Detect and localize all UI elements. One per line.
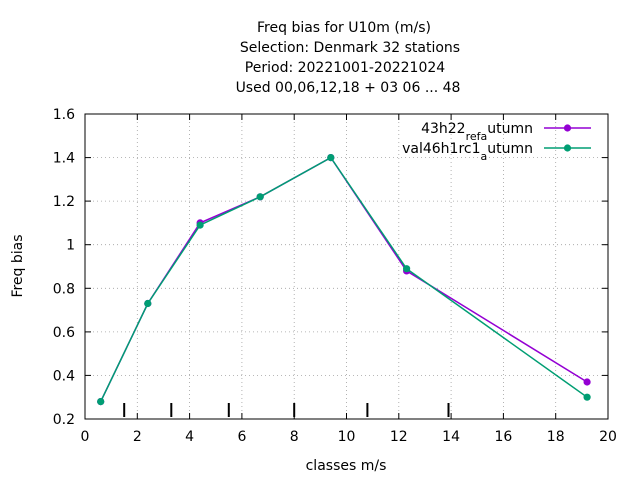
x-axis-ticks: 0 2 4 6 8 10 12 14 16 18 20: [81, 114, 617, 445]
x-tick-label: 14: [442, 429, 460, 445]
y-tick-label: 1.2: [53, 194, 75, 210]
grid: [85, 114, 608, 419]
x-tick-label: 2: [133, 429, 142, 445]
legend-marker: [563, 124, 572, 132]
chart-title: Freq bias for U10m (m/s) Selection: Denm…: [236, 20, 461, 96]
series-1: [97, 154, 591, 406]
y-tick-label: 0.4: [53, 368, 75, 384]
series-line: [100, 156, 588, 402]
data-point: [583, 393, 591, 401]
x-tick-label: 10: [338, 429, 356, 445]
title-line-4: Used 00,06,12,18 + 03 06 ... 48: [236, 80, 461, 96]
x-tick-label: 6: [237, 429, 246, 445]
data-point: [196, 221, 204, 229]
x-tick-label: 16: [494, 429, 512, 445]
y-tick-label: 0.8: [53, 281, 75, 297]
y-axis-label: Freq bias: [10, 234, 26, 297]
legend-entry-1: 43h22refautumn: [421, 121, 591, 143]
title-line-3: Period: 20221001-20221024: [245, 60, 445, 76]
x-axis-label: classes m/s: [306, 458, 387, 474]
data-point: [97, 398, 105, 406]
series-lines: [97, 154, 591, 406]
title-line-2: Selection: Denmark 32 stations: [240, 40, 460, 56]
legend-label: val46h1rc1autumn: [402, 141, 533, 163]
y-tick-label: 0.6: [53, 325, 75, 341]
y-tick-label: 0.2: [53, 412, 75, 428]
series-2: [97, 154, 591, 406]
x-tick-label: 0: [81, 429, 90, 445]
data-point: [144, 299, 152, 308]
data-point: [256, 193, 264, 201]
y-axis-ticks: 0.2 0.4 0.6 0.8 1 1.2 1.4 1.6: [53, 107, 608, 428]
x-tick-label: 20: [599, 429, 617, 445]
y-tick-label: 1: [66, 238, 75, 254]
x-tick-label: 8: [290, 429, 299, 445]
title-line-1: Freq bias for U10m (m/s): [257, 20, 431, 36]
legend-entry-2: val46h1rc1autumn: [402, 141, 591, 163]
legend-marker: [563, 144, 572, 152]
y-tick-label: 1.4: [53, 151, 75, 167]
y-tick-label: 1.6: [53, 107, 75, 123]
legend-label: 43h22refautumn: [421, 121, 533, 143]
x-tick-label: 4: [185, 429, 194, 445]
x-tick-label: 12: [390, 429, 408, 445]
class-boundary-marks: [123, 403, 450, 417]
data-point: [327, 154, 335, 162]
data-point: [583, 378, 591, 386]
series-line: [100, 156, 588, 402]
x-tick-label: 18: [547, 429, 565, 445]
data-point: [403, 265, 411, 273]
